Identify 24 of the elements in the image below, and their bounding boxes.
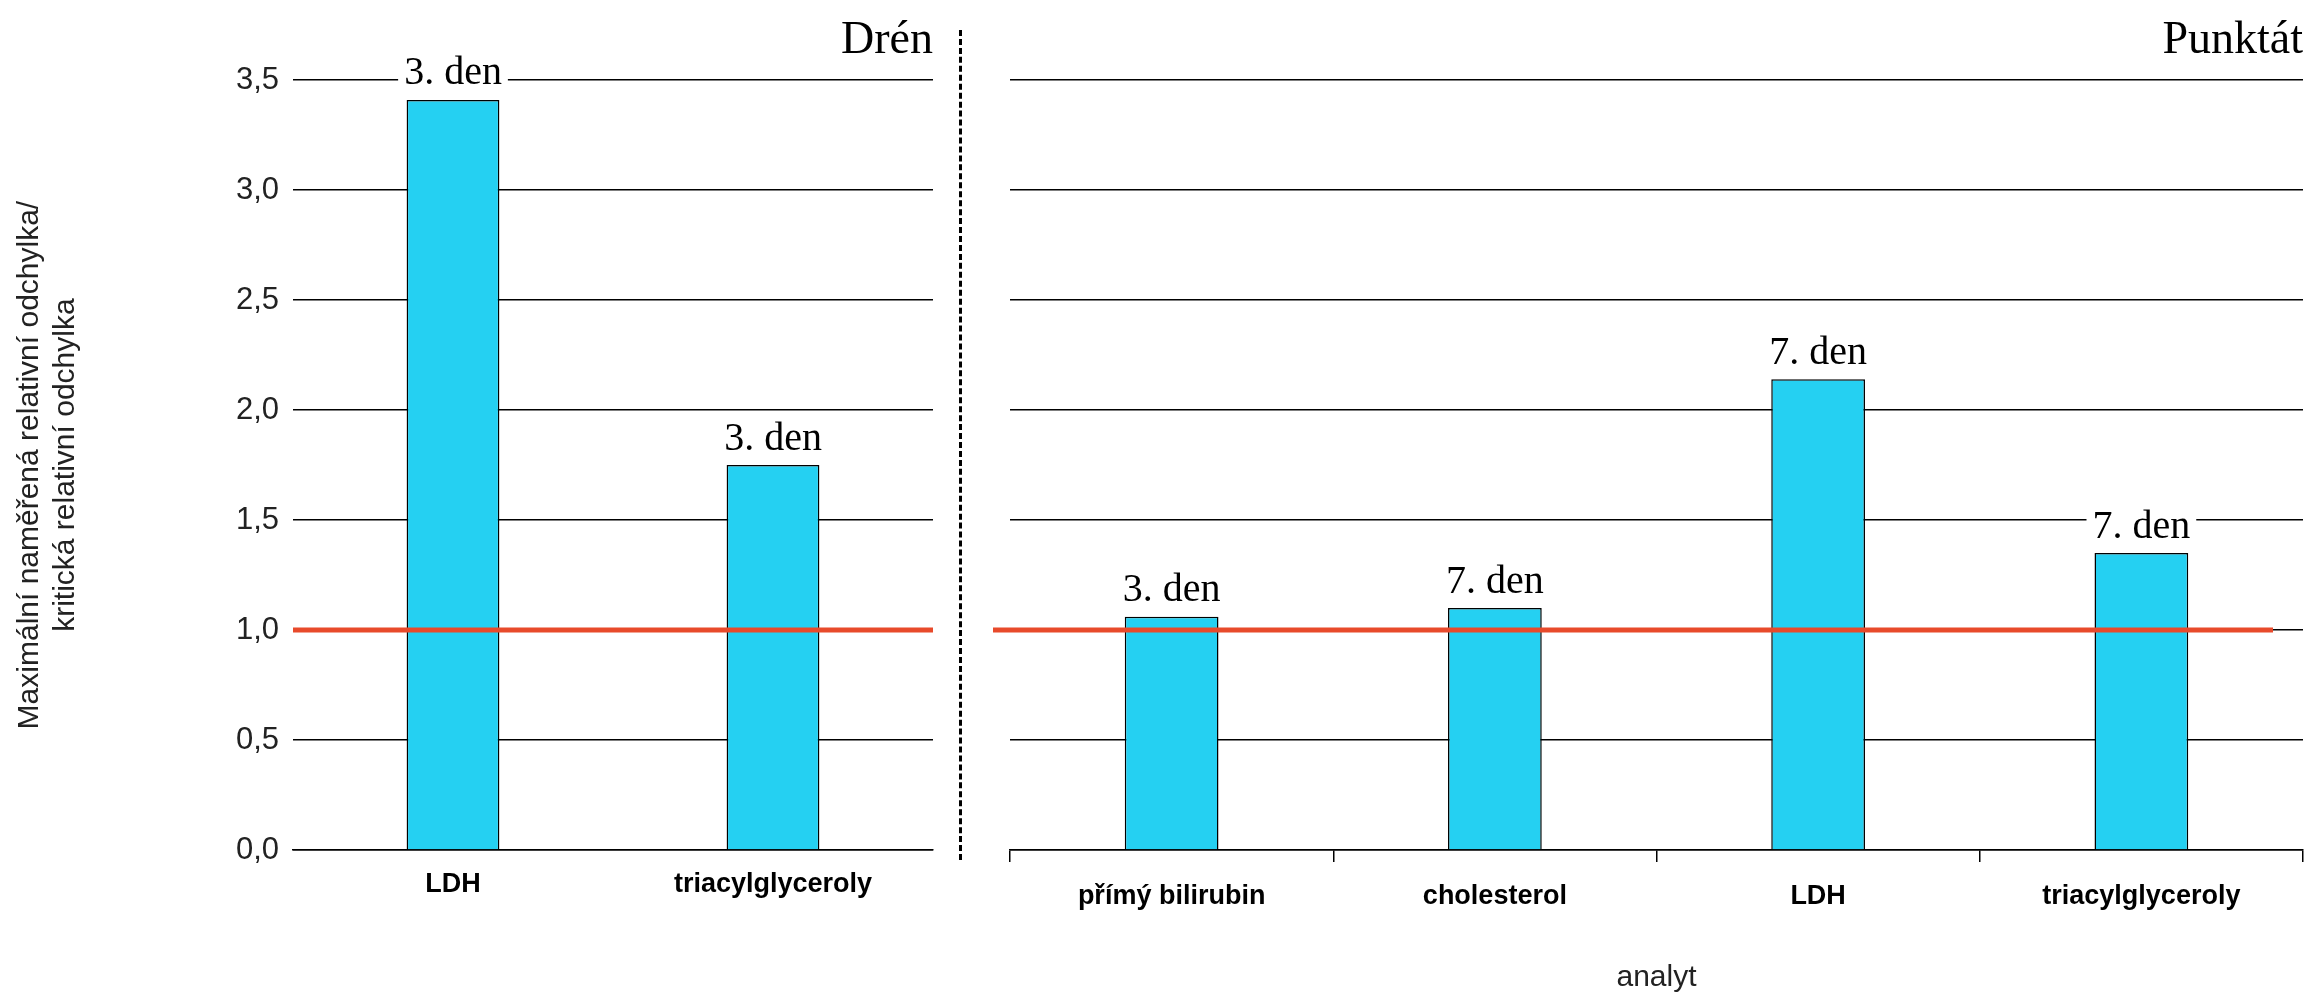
y-tick-label: 2,0 [235, 390, 279, 426]
y-tick-label: 3,0 [235, 170, 279, 206]
x-tick-label: LDH [1790, 879, 1846, 910]
chart-title: Punktát [2162, 11, 2304, 63]
annotation: 7. den [1445, 556, 1544, 602]
chart-title: Drén [841, 11, 933, 63]
x-tick-label: triacylglyceroly [2042, 879, 2241, 910]
x-tick-label: triacylglyceroly [673, 867, 873, 898]
annotation: 3. den [1122, 565, 1221, 611]
y-tick-label: 2,5 [235, 280, 279, 316]
annotation: 7. den [2092, 501, 2191, 547]
x-tick-label: LDH [425, 867, 481, 898]
y-tick-label: 0,0 [235, 830, 279, 866]
x-axis-title: analyt [1616, 959, 1698, 993]
annotation: 7. den [1769, 327, 1868, 373]
y-tick-label: 0,5 [235, 720, 279, 756]
y-tick-label: 1,5 [235, 500, 279, 536]
annotation: 3. den [724, 413, 822, 459]
annotation: 3. den [404, 48, 502, 94]
x-tick-label: přímý bilirubin [1077, 879, 1266, 910]
x-tick-label: cholesterol [1422, 879, 1567, 910]
y-tick-label: 3,5 [235, 60, 279, 96]
y-axis-title: Maximální naměřená relativní odchylka/ kritická relativní odchylka [11, 200, 81, 730]
y-tick-label: 1,0 [235, 610, 279, 646]
